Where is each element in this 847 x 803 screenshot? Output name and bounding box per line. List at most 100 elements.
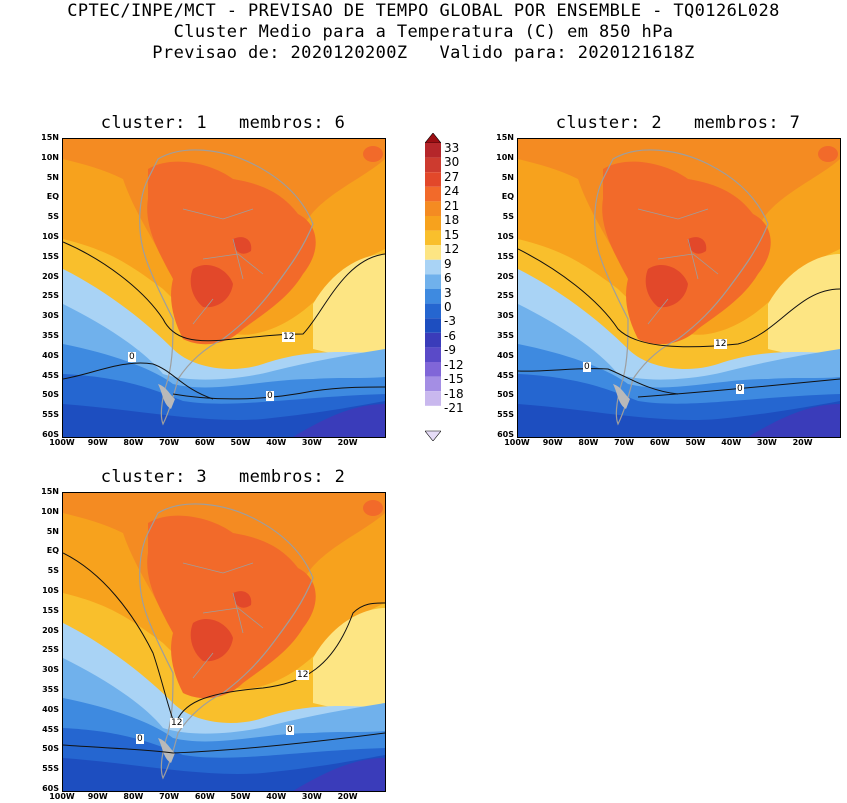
lon-label: 40W xyxy=(266,438,287,447)
lon-label: 40W xyxy=(721,438,742,447)
warm-region xyxy=(147,515,316,699)
lat-label: 45S xyxy=(42,370,59,380)
lon-label: 50W xyxy=(230,792,251,801)
coastline xyxy=(594,149,769,426)
colorbar-swatch xyxy=(425,259,441,275)
colorbar-swatch xyxy=(425,318,441,333)
header-line-3: Previsao de: 2020120200Z Valido para: 20… xyxy=(152,43,695,63)
isotherm xyxy=(63,362,214,400)
warm-region xyxy=(147,161,316,345)
colorbar-swatch xyxy=(425,143,441,158)
colorbar-swatch xyxy=(425,347,441,362)
lon-label: 90W xyxy=(87,792,108,801)
colorbar-label: 33 xyxy=(444,141,460,155)
lat-label: 40S xyxy=(497,350,514,360)
lon-label: 60W xyxy=(194,438,215,447)
lat-label: 10S xyxy=(42,232,59,241)
lon-label: 80W xyxy=(123,438,144,447)
colorbar-swatch xyxy=(425,391,441,406)
lat-label: 55S xyxy=(42,764,59,774)
lat-label: 25S xyxy=(42,291,59,301)
lat-label: 35S xyxy=(42,685,59,694)
lat-label: 35S xyxy=(42,331,59,340)
lat-label: 30S xyxy=(497,311,514,321)
contour-label: 0 xyxy=(736,384,744,394)
lat-label: EQ xyxy=(501,192,514,202)
colorbar-label: -6 xyxy=(444,328,456,343)
isotherm xyxy=(518,368,679,395)
header-line-1: CPTEC/INPE/MCT - PREVISAO DE TEMPO GLOBA… xyxy=(67,1,780,21)
temperature-band xyxy=(768,254,840,369)
lat-label: 5N xyxy=(501,172,514,182)
warm-region xyxy=(233,591,252,608)
temperature-band xyxy=(63,401,385,437)
country-borders xyxy=(182,562,264,679)
lat-label: 15S xyxy=(42,251,59,261)
lon-label: 100W xyxy=(49,438,75,447)
panel-2-title: cluster: 2 membros: 7 xyxy=(555,113,801,133)
lat-label: 15N xyxy=(41,133,59,142)
lat-label: 55S xyxy=(42,410,59,420)
africa-edge xyxy=(363,146,383,162)
coastline xyxy=(139,149,314,426)
colorbar-label: 30 xyxy=(444,155,460,170)
contour-label: 0 xyxy=(583,362,591,372)
lat-label: 20S xyxy=(42,271,59,281)
lat-label: 10N xyxy=(41,506,59,516)
lat-label: 60S xyxy=(42,784,59,793)
lat-label: 5N xyxy=(46,172,59,182)
lon-label: 30W xyxy=(301,438,322,447)
colorbar-swatch xyxy=(425,157,441,173)
lon-label: 70W xyxy=(614,438,635,447)
lat-label: 10S xyxy=(42,586,59,595)
lat-label: 5S xyxy=(502,212,514,222)
temperature-band xyxy=(293,404,385,437)
country-borders xyxy=(637,208,719,325)
colorbar-label: 18 xyxy=(444,213,460,228)
temperature-band xyxy=(293,758,385,791)
lon-label: 40W xyxy=(266,792,287,801)
warm-region xyxy=(233,237,252,254)
colorbar-swatch xyxy=(425,274,441,289)
colorbar-swatch xyxy=(425,303,441,319)
lon-label: 50W xyxy=(685,438,706,447)
lat-label: 25S xyxy=(497,291,514,301)
lon-label: 70W xyxy=(159,792,180,801)
temperature-band xyxy=(748,404,840,437)
lat-label: 60S xyxy=(42,430,59,439)
lat-label: 60S xyxy=(497,430,514,439)
lon-label: 100W xyxy=(49,792,75,801)
colorbar-swatch xyxy=(425,245,441,260)
isotherm xyxy=(637,378,840,398)
lon-label: 30W xyxy=(756,438,777,447)
colorbar-swatch xyxy=(425,172,441,187)
lat-label: 55S xyxy=(497,410,514,420)
isotherm xyxy=(63,241,385,342)
contour-label: 0 xyxy=(136,734,144,744)
lon-label: 50W xyxy=(230,438,251,447)
lon-label: 20W xyxy=(337,792,358,801)
lat-label: 50S xyxy=(42,390,59,400)
colorbar-swatch xyxy=(425,230,441,246)
colorbar xyxy=(425,133,441,441)
panel-1-title: cluster: 1 membros: 6 xyxy=(100,113,346,133)
lon-label: 30W xyxy=(301,792,322,801)
colorbar-label: 21 xyxy=(444,198,460,213)
warm-region xyxy=(190,264,233,308)
panel-3-title: cluster: 3 membros: 2 xyxy=(100,467,346,487)
lat-label: 10N xyxy=(41,152,59,162)
warm-region xyxy=(602,161,771,345)
map-panel-cluster-1 xyxy=(62,138,386,438)
temperature-band xyxy=(63,755,385,791)
isotherm xyxy=(172,386,385,400)
lat-label: 15S xyxy=(42,605,59,615)
lat-label: 10N xyxy=(496,152,514,162)
lon-label: 60W xyxy=(649,438,670,447)
colorbar-label: 6 xyxy=(444,271,452,286)
lat-label: 30S xyxy=(42,665,59,675)
temperature-band xyxy=(313,254,385,369)
colorbar-label: 24 xyxy=(444,184,460,199)
lon-label: 80W xyxy=(578,438,599,447)
lat-label: 25S xyxy=(42,645,59,655)
lat-label: 5N xyxy=(46,526,59,536)
